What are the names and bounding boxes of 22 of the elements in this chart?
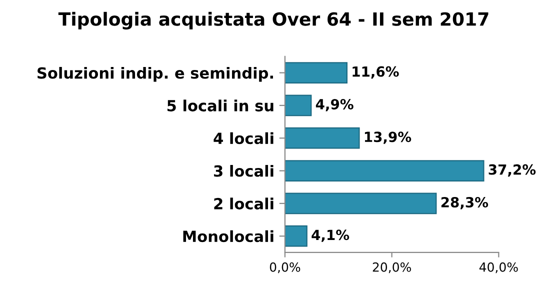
bar — [284, 94, 312, 116]
data-label: 13,9% — [364, 132, 412, 144]
y-tick-label: Monolocali — [183, 230, 274, 242]
data-label: 28,3% — [441, 196, 488, 210]
x-tick-label: 40,0% — [479, 262, 518, 274]
y-tick-label: 5 locali in su — [167, 100, 274, 112]
bar — [284, 192, 437, 214]
x-tick-label: 0,0% — [270, 262, 300, 274]
bar — [284, 160, 484, 182]
data-label: 4,9% — [316, 98, 354, 112]
y-tick-label: 3 locali — [214, 164, 274, 177]
y-tick-label: 2 locali — [214, 198, 274, 210]
bar — [284, 62, 348, 84]
bar — [284, 225, 308, 247]
y-tick-label: Soluzioni indip. e semindip. — [38, 66, 273, 82]
data-label: 11,6% — [352, 66, 399, 79]
data-label: 4,1% — [312, 230, 350, 242]
x-tick-label: 20,0% — [372, 262, 411, 274]
y-tick-label: 4 locali — [214, 132, 274, 144]
data-label: 37,2% — [488, 164, 536, 177]
chart-title: Tipologia acquistata Over 64 - II sem 2017 — [58, 12, 488, 30]
bar — [284, 127, 360, 149]
